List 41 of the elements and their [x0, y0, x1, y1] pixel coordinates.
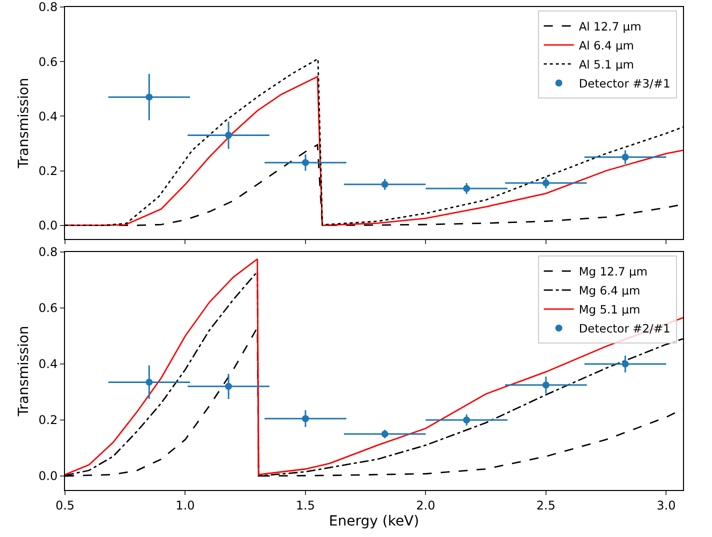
y-tick-label: 0.4 [38, 357, 58, 372]
point [146, 378, 153, 386]
point [463, 416, 470, 424]
legend-label: Mg 6.4 μm [578, 284, 640, 298]
legend-label: Al 12.7 μm [578, 19, 642, 34]
legend-label: Detector #2/#1 [578, 322, 670, 336]
x-tick-label: 1.5 [296, 498, 316, 512]
point [302, 415, 309, 422]
point [225, 382, 232, 390]
x-tick-label: 1.0 [176, 498, 195, 512]
x-tick-label: 2.5 [536, 498, 556, 512]
legend-label: Mg 5.1 μm [578, 302, 640, 317]
point [622, 360, 629, 368]
point [622, 154, 629, 161]
legend-label: Al 5.1 μm [578, 57, 634, 72]
legend-label: Al 6.4 μm [578, 38, 634, 52]
y-tick-label: 0.2 [38, 164, 58, 178]
point [302, 159, 309, 166]
point [381, 430, 388, 438]
y-tick-label: 0.4 [38, 109, 58, 124]
point [381, 180, 388, 188]
y-tick-label: 0.2 [38, 413, 58, 428]
y-tick-label: 0.0 [38, 469, 58, 484]
y-axis-title: Transmission [16, 326, 32, 418]
x-tick-label: 3.0 [656, 498, 676, 512]
point [225, 132, 232, 139]
legend-label: Mg 12.7 μm [578, 264, 648, 279]
x-tick-label: 2.0 [416, 498, 436, 512]
y-tick-label: 0.0 [38, 218, 58, 233]
y-tick-label: 0.8 [38, 245, 58, 260]
y-tick-label: 0.6 [38, 301, 58, 316]
point [146, 94, 153, 101]
point [542, 180, 550, 187]
x-tick-label: 0.5 [55, 498, 75, 512]
point [542, 382, 550, 388]
y-tick-label: 0.6 [38, 54, 58, 69]
legend-label: Detector #3/#1 [578, 76, 670, 90]
point [463, 185, 470, 192]
x-axis-title: Energy (keV) [328, 514, 420, 530]
y-axis-title: Transmission [16, 78, 32, 170]
y-tick-label: 0.8 [38, 0, 58, 14]
